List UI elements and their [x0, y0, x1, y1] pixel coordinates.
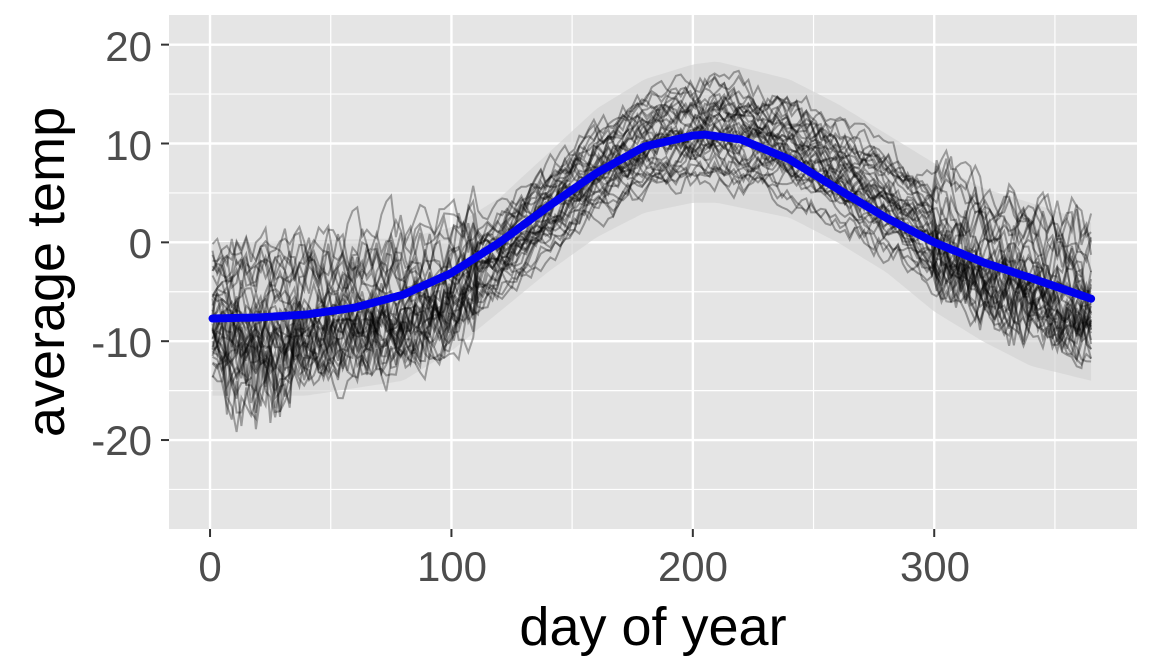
y-tick-label: -10	[91, 319, 152, 366]
mean-fit-line	[208, 130, 1096, 323]
raw-temperature-line	[211, 140, 1092, 423]
raw-temperature-line	[211, 156, 1092, 427]
raw-temperature-line	[211, 86, 1093, 294]
x-tick-label: 100	[417, 543, 487, 590]
y-tick-label: 0	[129, 220, 152, 267]
confidence-band	[212, 61, 1092, 396]
raw-temperature-line	[212, 99, 1093, 337]
raw-temperature-line	[211, 138, 1092, 388]
raw-temperature-line	[211, 102, 1093, 348]
y-tick-label: -20	[91, 417, 152, 464]
raw-temperature-line	[211, 117, 1092, 333]
raw-temperature-line	[211, 86, 1093, 355]
confidence-band-layer	[212, 61, 1092, 396]
raw-temperature-line	[212, 115, 1092, 378]
raw-temperature-line	[212, 165, 1093, 401]
x-tick-labels: 0 100 200 300	[198, 543, 970, 590]
raw-temperature-line	[211, 160, 1092, 388]
axis-ticks	[161, 43, 936, 537]
y-tick-label: 10	[105, 122, 152, 169]
raw-temperature-line	[211, 93, 1093, 287]
raw-temperature-line	[211, 133, 1092, 397]
raw-temperature-line	[211, 81, 1093, 293]
raw-temperature-line	[211, 144, 1093, 413]
y-tick-label: 20	[105, 23, 152, 70]
raw-temperature-line	[211, 145, 1093, 430]
y-tick-labels: 20 10 0 -10 -20	[91, 23, 152, 464]
y-axis-title: average temp	[16, 107, 76, 437]
x-tick-label: 200	[658, 543, 728, 590]
raw-temperature-line	[211, 69, 1092, 279]
raw-temperature-line	[211, 107, 1093, 342]
fit-line-layer	[208, 130, 1096, 323]
raw-temperature-line	[211, 73, 1093, 295]
x-tick-label: 300	[900, 543, 970, 590]
x-tick-label: 0	[198, 543, 221, 590]
raw-temperature-line	[212, 87, 1093, 321]
raw-temperature-line	[211, 123, 1093, 387]
raw-temperature-line	[211, 89, 1092, 344]
raw-temperature-line	[211, 169, 1093, 433]
x-axis-title: day of year	[519, 597, 786, 657]
raw-lines-layer	[211, 69, 1093, 433]
raw-temperature-line	[211, 99, 1093, 282]
